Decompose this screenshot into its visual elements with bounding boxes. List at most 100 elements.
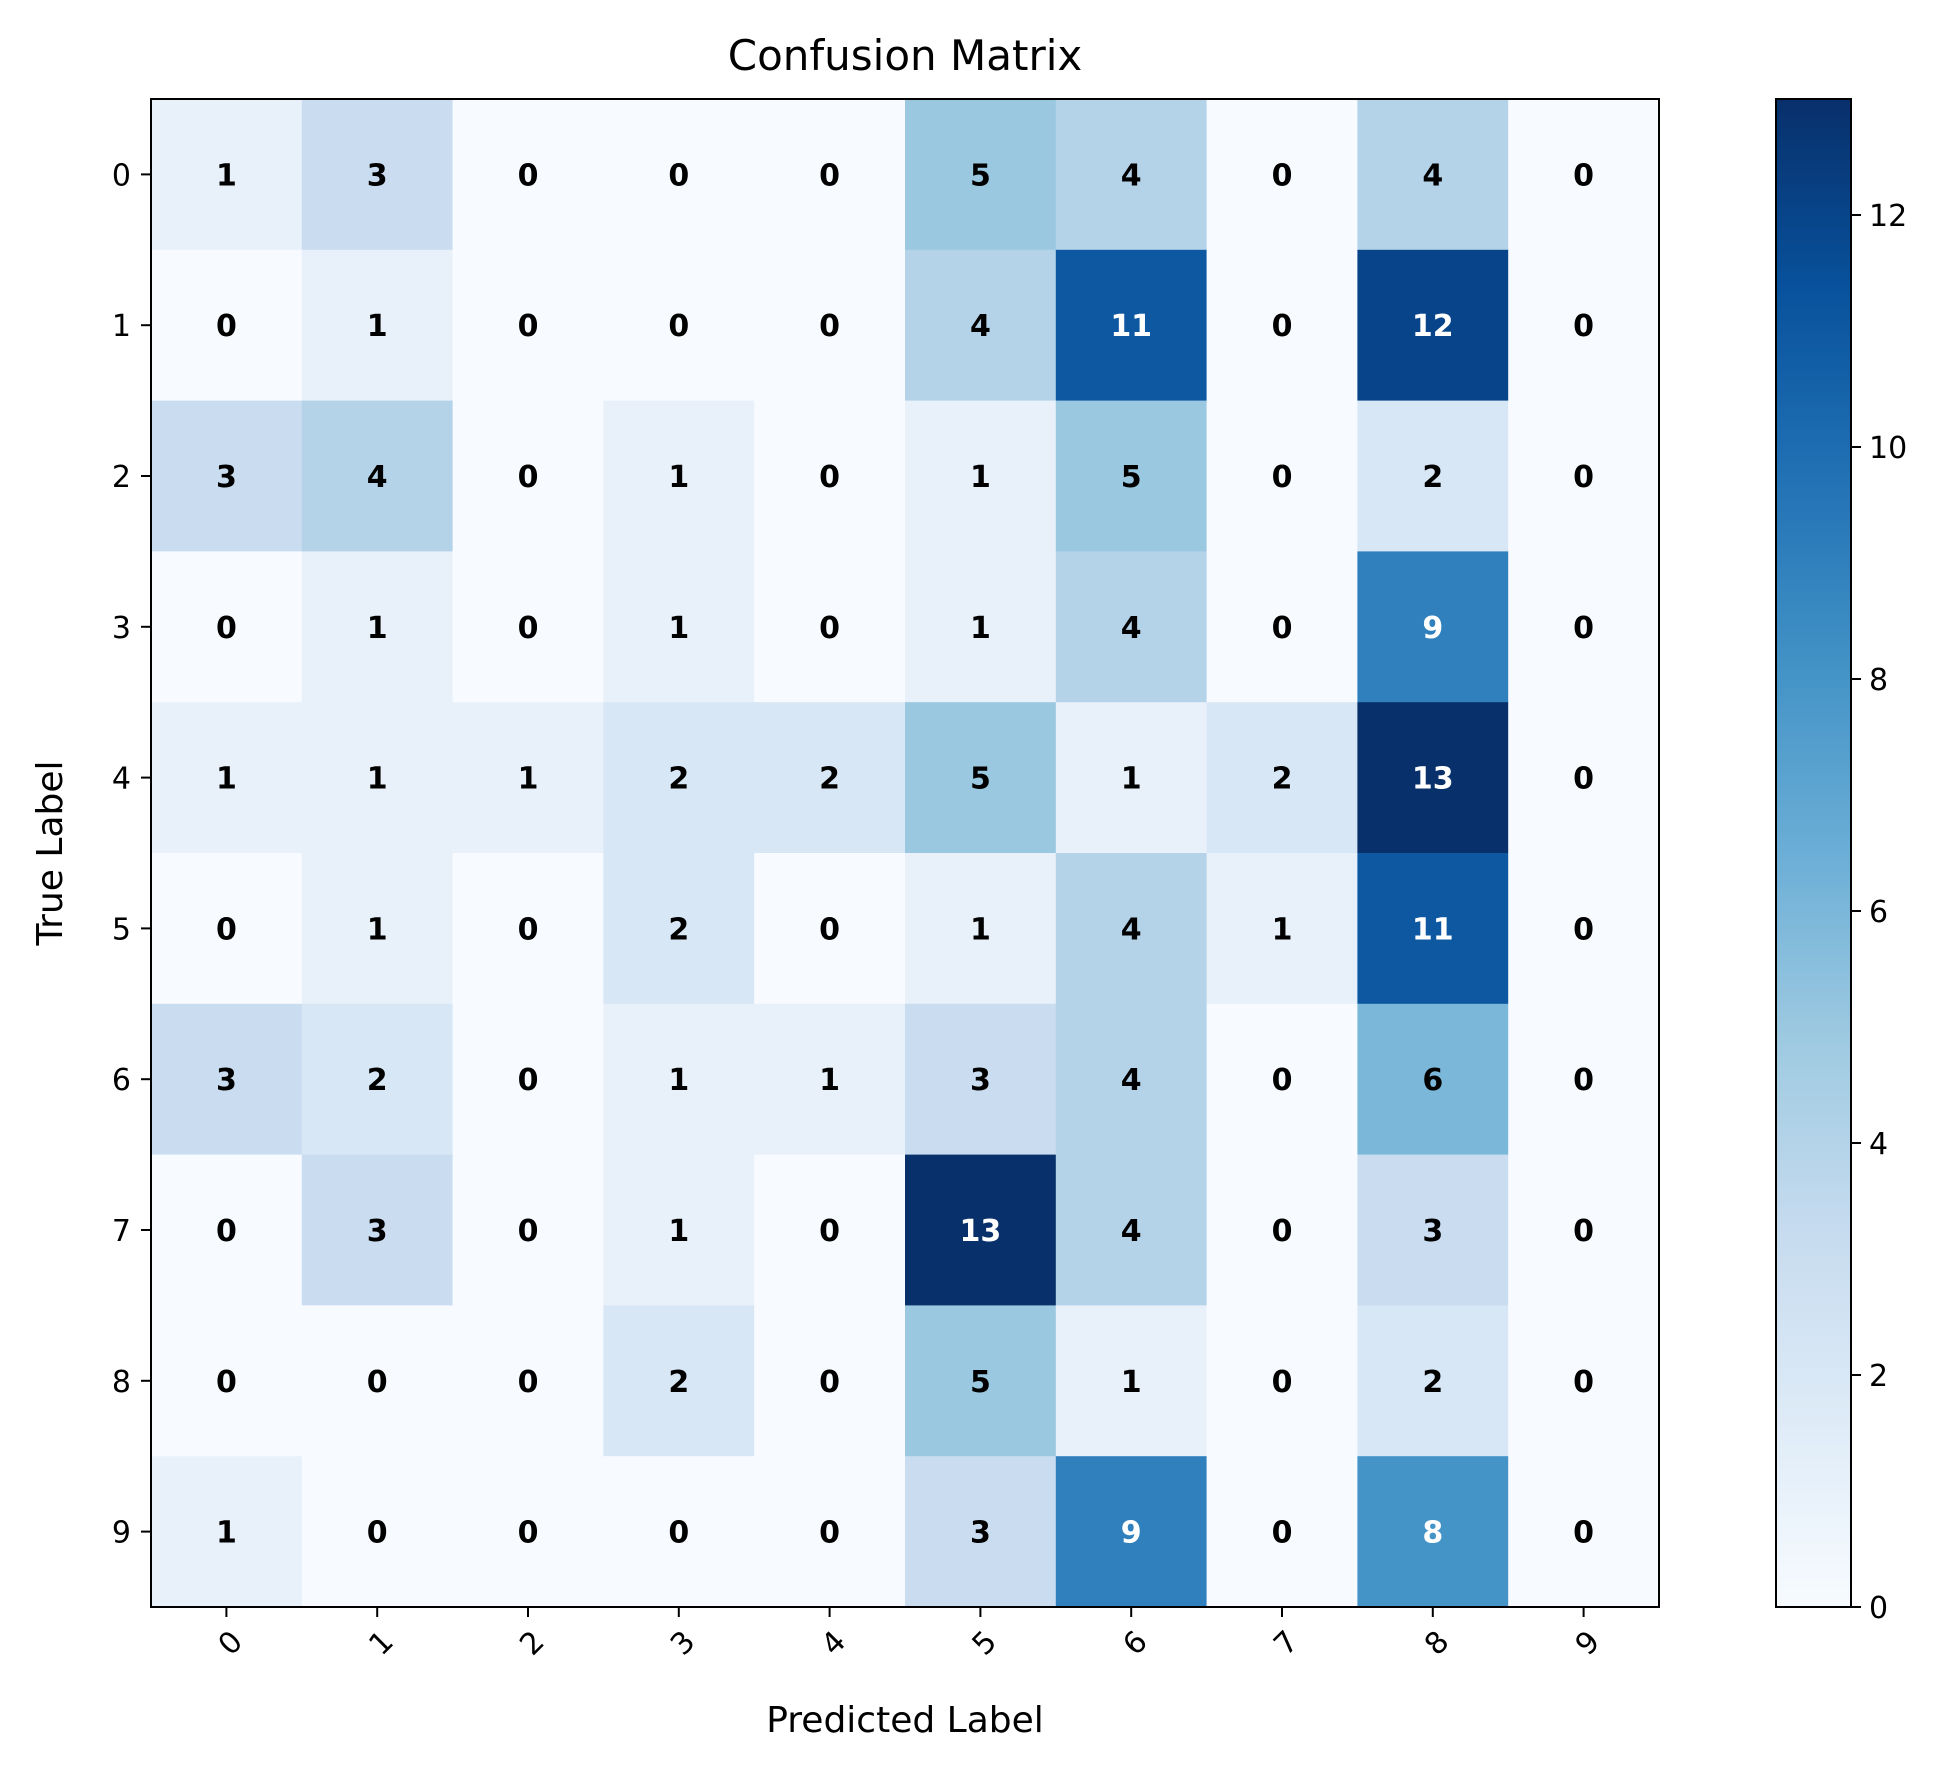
heatmap-cell: [151, 1003, 303, 1156]
cell-value-label: 0: [819, 158, 840, 193]
heatmap-cell: [1206, 99, 1358, 251]
cell-value-label: 0: [1573, 1365, 1594, 1400]
cell-value-label: 3: [216, 1063, 237, 1098]
cell-value-label: 0: [1573, 158, 1594, 193]
y-tick-label: 8: [112, 1365, 131, 1400]
cell-value-label: 3: [970, 1516, 991, 1551]
cell-value-label: 0: [1272, 1365, 1293, 1400]
cell-value-label: 0: [1573, 1214, 1594, 1249]
cell-value-label: 0: [518, 1063, 539, 1098]
cell-value-label: 1: [1272, 912, 1293, 947]
cell-value-label: 0: [1272, 1063, 1293, 1098]
y-tick-label: 9: [112, 1516, 131, 1551]
heatmap-cell: [301, 1154, 454, 1306]
heatmap-cell: [754, 1305, 906, 1457]
cell-value-label: 0: [1573, 762, 1594, 797]
cell-value-label: 0: [518, 1365, 539, 1400]
cell-value-label: 1: [216, 762, 237, 797]
heatmap-cell: [151, 1305, 303, 1457]
cell-value-label: 0: [1272, 1214, 1293, 1249]
heatmap-cell: [1206, 853, 1358, 1005]
heatmap-cell: [1206, 551, 1358, 703]
cell-value-label: 1: [216, 1516, 237, 1551]
heatmap-cell: [151, 1154, 303, 1306]
cell-value-label: 4: [1121, 1063, 1142, 1098]
cell-value-label: 3: [1422, 1214, 1443, 1249]
heatmap-cell: [1055, 853, 1208, 1005]
y-axis: 0 1 2 3 4 5 6 7 8 9: [112, 158, 151, 1551]
cell-value-label: 0: [1573, 1063, 1594, 1098]
cell-value-label: 1: [367, 762, 388, 797]
x-tick-label: 4: [815, 1624, 853, 1662]
cell-value-label: 12: [1412, 309, 1454, 344]
chart-title: Confusion Matrix: [728, 31, 1083, 80]
heatmap-cells: 1 3 0 0 0 5 4 0 4 00 1 0 0 0 4 11 0 12 03 4 0 1 0 1 5 0 2 00 1 0 1 0 1 4 0…: [151, 99, 1660, 1608]
cell-value-label: 3: [367, 1214, 388, 1249]
heatmap-cell: [1508, 551, 1660, 703]
heatmap-cell: [1357, 1154, 1509, 1306]
cell-value-label: 9: [1422, 611, 1443, 646]
heatmap-cell: [1206, 702, 1358, 854]
cell-value-label: 1: [668, 460, 689, 495]
heatmap-cell: [905, 1003, 1057, 1156]
colorbar-tick-label: 12: [1869, 199, 1907, 234]
cell-value-label: 8: [1422, 1516, 1443, 1551]
heatmap-cell: [1508, 1154, 1660, 1306]
heatmap-cell: [754, 249, 906, 402]
heatmap-cell: [1357, 249, 1509, 402]
cell-value-label: 3: [970, 1063, 991, 1098]
heatmap-cell: [603, 400, 755, 552]
heatmap-cell: [754, 99, 906, 251]
cell-value-label: 0: [518, 611, 539, 646]
cell-value-label: 2: [1272, 762, 1293, 797]
heatmap-cell: [1357, 853, 1509, 1005]
cell-value-label: 1: [668, 1214, 689, 1249]
y-tick-label: 3: [112, 611, 131, 646]
heatmap-cell: [1508, 400, 1660, 552]
cell-value-label: 5: [970, 158, 991, 193]
cell-value-label: 1: [1121, 762, 1142, 797]
cell-value-label: 0: [518, 460, 539, 495]
heatmap-cell: [1357, 1003, 1509, 1156]
heatmap-cell: [1055, 1003, 1208, 1156]
x-tick-label: 3: [664, 1624, 702, 1662]
cell-value-label: 4: [1121, 1214, 1142, 1249]
heatmap-cell: [905, 1305, 1057, 1457]
heatmap-cell: [905, 702, 1057, 854]
heatmap-cell: [452, 551, 604, 703]
y-tick-label: 2: [112, 460, 131, 495]
heatmap-cell: [905, 1154, 1057, 1306]
heatmap-cell: [301, 702, 454, 854]
cell-value-label: 0: [1272, 158, 1293, 193]
heatmap-cell: [905, 853, 1057, 1005]
heatmap-cell: [301, 1003, 454, 1156]
heatmap-cell: [151, 249, 303, 402]
heatmap-cell: [754, 1456, 906, 1608]
cell-value-label: 0: [518, 158, 539, 193]
heatmap-cell: [905, 1456, 1057, 1608]
heatmap-cell: [1508, 1456, 1660, 1608]
cell-value-label: 5: [970, 1365, 991, 1400]
heatmap-cell: [1055, 400, 1208, 552]
cell-value-label: 4: [1422, 158, 1443, 193]
cell-value-label: 1: [367, 611, 388, 646]
cell-value-label: 3: [367, 158, 388, 193]
colorbar-tick-label: 0: [1869, 1591, 1888, 1626]
heatmap-cell: [452, 1003, 604, 1156]
cell-value-label: 1: [819, 1063, 840, 1098]
x-axis: 0 1 2 3 4 5 6 7 8 9: [212, 1607, 1607, 1662]
heatmap-cell: [301, 99, 454, 251]
cell-value-label: 6: [1422, 1063, 1443, 1098]
heatmap-cell: [452, 400, 604, 552]
x-tick-label: 1: [362, 1624, 400, 1662]
y-axis-title: True Label: [30, 760, 71, 946]
heatmap-cell: [301, 400, 454, 552]
heatmap-cell: [603, 99, 755, 251]
heatmap-cell: [1508, 853, 1660, 1005]
heatmap-cell: [1055, 99, 1208, 251]
cell-value-label: 1: [518, 762, 539, 797]
heatmap-cell: [1206, 1305, 1358, 1457]
heatmap-cell: [1206, 1154, 1358, 1306]
